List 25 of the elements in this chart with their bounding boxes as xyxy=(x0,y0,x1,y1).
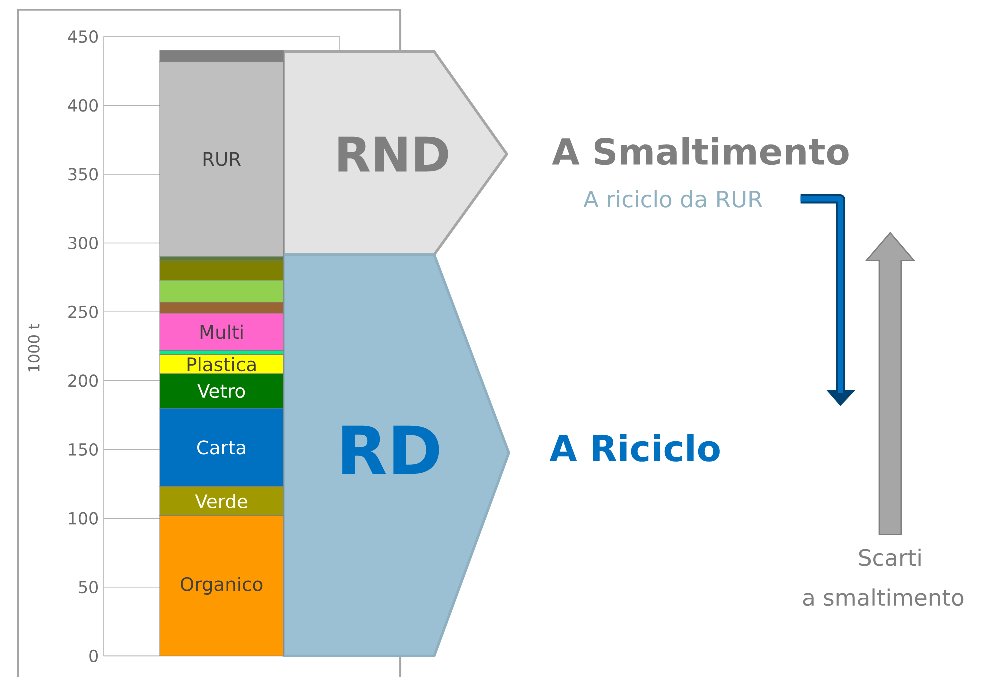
text: Scarti xyxy=(859,548,921,566)
text: RD xyxy=(342,426,440,474)
series-label: Multi xyxy=(200,324,243,340)
series-label: Organico xyxy=(181,576,263,595)
y-tick-label: 150 xyxy=(69,443,98,456)
y-tick-label: 200 xyxy=(68,374,98,388)
y-tick-label: 100 xyxy=(69,512,98,525)
y-tick-label: 0 xyxy=(90,650,98,662)
y-tick-label: 400 xyxy=(68,99,98,112)
y-tick-label: 300 xyxy=(68,236,98,250)
series-label: Carta xyxy=(197,440,246,455)
series-label: Vetro xyxy=(198,384,246,398)
text: a smaltimento xyxy=(803,588,964,606)
y-axis-title: 1000 t xyxy=(28,324,40,372)
y-tick-label: 50 xyxy=(79,581,98,594)
series-label: Plastica xyxy=(188,357,256,372)
text: A Smaltimento xyxy=(552,137,849,166)
text: A Riciclo xyxy=(550,434,720,462)
series-label: Verde xyxy=(195,494,248,508)
y-tick-label: 450 xyxy=(68,30,98,44)
series-label: RUR xyxy=(204,152,241,166)
y-tick-label: 250 xyxy=(68,306,98,318)
text: A riciclo da RUR xyxy=(584,190,763,208)
text: RND xyxy=(338,136,448,172)
y-tick-label: 350 xyxy=(68,168,98,181)
